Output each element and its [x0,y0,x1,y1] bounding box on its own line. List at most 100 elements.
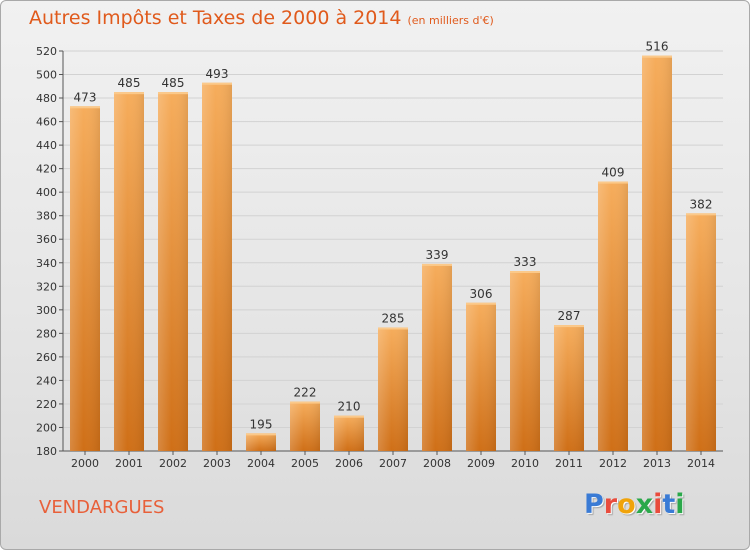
data-label: 339 [426,248,449,262]
y-tick-label: 520 [36,45,57,58]
bar-shade [246,433,276,451]
bar-shade [290,401,320,451]
bar-top-edge [554,325,584,328]
bars [70,55,716,452]
y-tick-label: 480 [36,92,57,105]
x-tick-label: 2004 [247,457,275,470]
bar-2005 [290,401,320,451]
y-tick-label: 200 [36,421,57,434]
x-tick-label: 2007 [379,457,407,470]
title-unit: (en milliers d'€) [407,14,494,27]
bar-top-edge [70,106,100,109]
logo-letter: o [617,489,636,520]
x-tick-label: 2009 [467,457,495,470]
logo-letter: i [653,489,663,520]
logo-letter: t [662,489,676,520]
bar-2002 [158,92,188,452]
y-tick-label: 280 [36,327,57,340]
x-tick-label: 2001 [115,457,143,470]
bar-2006 [334,415,364,451]
tick-labels: 180 200 220 240 260 280 300 320 340 360 380 400 420 4… [36,45,715,470]
bar-top-edge [686,213,716,216]
data-label: 409 [602,166,625,180]
x-tick-label: 2014 [687,457,715,470]
y-tick-label: 380 [36,210,57,223]
x-tick-label: 2011 [555,457,583,470]
y-tick-label: 240 [36,374,57,387]
y-tick-label: 220 [36,398,57,411]
data-label: 382 [690,197,713,211]
bar-2008 [422,263,452,451]
bar-shade [378,327,408,451]
bar-2014 [686,213,716,451]
bar-top-edge [246,433,276,436]
x-tick-label: 2012 [599,457,627,470]
x-tick-label: 2002 [159,457,187,470]
y-tick-label: 500 [36,69,57,82]
bar-top-edge [642,55,672,58]
bar-2010 [510,271,540,451]
y-tick-label: 260 [36,351,57,364]
town-name: VENDARGUES [39,497,165,518]
y-tick-label: 420 [36,163,57,176]
bar-shade [686,213,716,451]
data-labels: 473 485 485 493 195 222 210 285 339 306 333 287 409 5… [74,40,713,432]
bar-top-edge [158,92,188,95]
data-label: 493 [206,67,229,81]
data-label: 473 [74,90,97,104]
bar-top-edge [598,181,628,184]
bar-top-edge [466,302,496,305]
data-label: 516 [646,40,669,54]
proxiti-logo: Proxiti [584,489,685,520]
bar-shade [114,92,144,452]
y-tick-label: 320 [36,280,57,293]
x-tick-label: 2000 [71,457,99,470]
bar-top-edge [378,327,408,330]
bar-shade [158,92,188,452]
logo-letter: x [635,489,654,520]
y-tick-label: 340 [36,257,57,270]
x-tick-label: 2005 [291,457,319,470]
bar-top-edge [334,415,364,418]
bar-shade [642,55,672,452]
x-tick-label: 2010 [511,457,539,470]
bar-top-edge [422,263,452,266]
data-label: 485 [162,76,185,90]
bar-2004 [246,433,276,451]
bar-top-edge [114,92,144,95]
logo-letter: r [603,489,618,520]
bar-2011 [554,325,584,451]
bar-2013 [642,55,672,452]
bar-top-edge [202,82,232,85]
bar-shade [554,325,584,451]
bar-shade [422,263,452,451]
bar-2000 [70,106,100,451]
x-tick-label: 2003 [203,457,231,470]
bar-2001 [114,92,144,452]
bar-shade [510,271,540,451]
y-tick-label: 440 [36,139,57,152]
bar-shade [466,302,496,451]
bar-shade [598,181,628,451]
y-tick-label: 360 [36,233,57,246]
bar-2012 [598,181,628,451]
title-text: Autres Impôts et Taxes de 2000 à 2014 [29,7,402,29]
data-label: 210 [338,400,361,414]
bar-2003 [202,82,232,451]
data-label: 285 [382,311,405,325]
bar-2007 [378,327,408,451]
bar-shade [334,415,364,451]
y-tick-label: 300 [36,304,57,317]
data-label: 306 [470,287,493,301]
data-label: 287 [558,309,581,323]
bar-shade [70,106,100,451]
chart-title: Autres Impôts et Taxes de 2000 à 2014 (en… [29,7,494,29]
y-tick-label: 460 [36,116,57,129]
y-tick-label: 400 [36,186,57,199]
data-label: 222 [294,386,317,400]
x-tick-label: 2008 [423,457,451,470]
data-label: 485 [118,76,141,90]
bar-top-edge [290,401,320,404]
bar-top-edge [510,271,540,273]
